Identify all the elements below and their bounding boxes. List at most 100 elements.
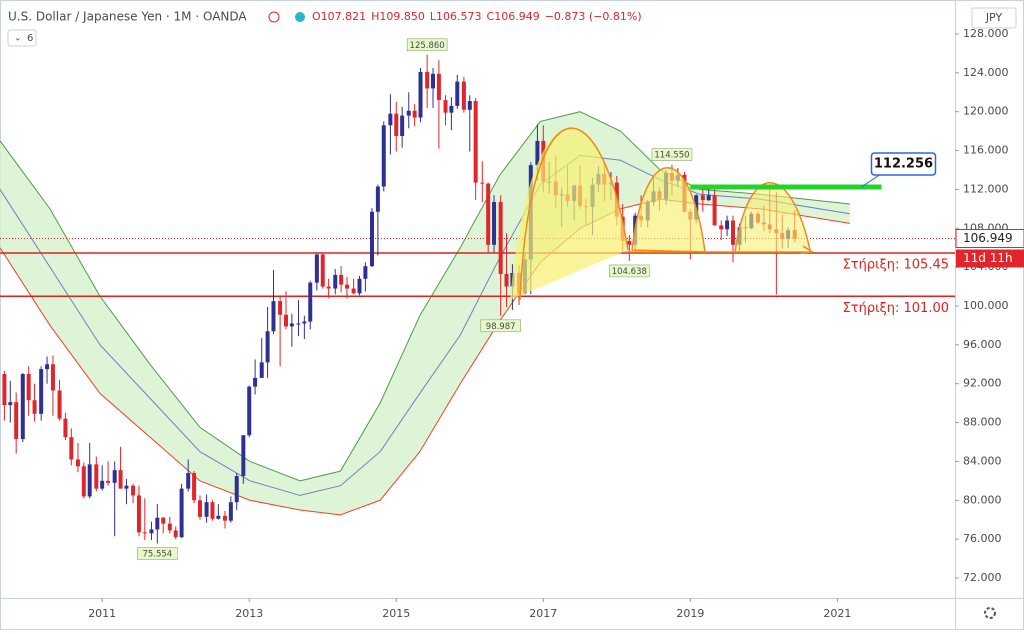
indicator-toggle[interactable]: [7, 29, 37, 47]
y-tick-label: 112.000: [963, 182, 1009, 195]
candle-body: [418, 71, 423, 118]
candle-body: [136, 495, 141, 533]
candle-body: [124, 485, 129, 489]
candle-body: [712, 195, 717, 226]
candle-body: [719, 225, 724, 230]
icon[interactable]: [295, 12, 305, 22]
arc: [631, 167, 706, 253]
candle-body: [222, 515, 227, 521]
candle-body: [492, 202, 497, 245]
candle-body: [443, 100, 448, 113]
candle-body: [357, 278, 362, 294]
candle-body: [400, 115, 405, 136]
candle-body: [627, 240, 632, 245]
candle-body: [504, 273, 509, 287]
candle-body: [296, 323, 301, 325]
candle-body: [283, 314, 288, 327]
y-tick-label: 124.000: [963, 66, 1009, 79]
candle-body: [370, 211, 375, 267]
y-tick-label: 92.000: [963, 377, 1002, 390]
candle-body: [186, 473, 191, 489]
y-tick-label: 88.000: [963, 416, 1002, 429]
x-tick-label: 2015: [382, 607, 410, 620]
candle-body: [345, 284, 350, 289]
y-tick-label: 128.000: [963, 27, 1009, 40]
candle-body: [32, 400, 37, 414]
overlay-layer: Στήριξη: 105.45 Στήριξη: 101.00 112.256 125…: [137, 38, 949, 560]
candle-body: [455, 81, 460, 106]
settings-icon[interactable]: [984, 607, 996, 619]
candle-body: [50, 364, 55, 391]
price-label: 98.987: [486, 322, 516, 332]
candle-body: [700, 195, 705, 201]
candle-body: [81, 466, 86, 497]
y-tick-label: 72.000: [963, 571, 1002, 584]
callout-box: [870, 152, 937, 176]
price-label: 104.638: [612, 267, 647, 277]
price-label-box: [609, 264, 650, 278]
price-label-box: [137, 547, 178, 560]
candle-body: [381, 125, 386, 187]
candle-body: [204, 502, 209, 517]
candle-body: [247, 386, 252, 436]
candle-body: [363, 266, 368, 279]
candle-body: [14, 402, 19, 440]
candle-body: [2, 373, 7, 406]
candle-body: [333, 274, 338, 289]
y-tick-label: 116.000: [963, 144, 1009, 157]
candle-body: [75, 459, 80, 467]
candle-body: [461, 81, 466, 110]
pattern-drawings: [510, 127, 815, 301]
price-label: 114.550: [654, 151, 689, 161]
y-tick-label: 120.000: [963, 105, 1009, 118]
candle-body: [449, 105, 454, 113]
symbol: U.S. Dollar / Japanese Yen · 1M · OANDA: [8, 10, 247, 24]
readout-value: H109.850: [371, 10, 425, 23]
candle-body: [149, 529, 154, 534]
candle-body: [725, 220, 730, 230]
icon[interactable]: [268, 11, 280, 23]
candle-body: [730, 220, 735, 245]
x-tick-label: 2011: [88, 607, 116, 620]
candle-body: [228, 502, 233, 521]
candle-body: [473, 101, 478, 183]
price-label-box: [651, 148, 693, 161]
price-label-box: [406, 38, 448, 52]
candle-body: [87, 464, 92, 497]
candle-body: [112, 470, 117, 483]
ohlc-readout: O107.821 H109.850 L106.573 C106.949 −0.873 (…: [312, 10, 642, 23]
countdown-tag: [956, 249, 1024, 268]
price-label: 125.860: [410, 41, 445, 51]
x-tick-label: 2013: [235, 607, 263, 620]
callout-pointer: [861, 174, 880, 188]
x-tick-label: 2021: [823, 607, 851, 620]
cup-fill: [510, 128, 628, 300]
support-label: Στήριξη: 101.00: [843, 301, 949, 316]
price-label-box: [480, 319, 521, 333]
candle-body: [436, 73, 441, 101]
candle-body: [118, 470, 123, 489]
candle-body: [167, 523, 172, 531]
candle-body: [197, 500, 202, 517]
arc: [734, 182, 811, 253]
candle-body: [375, 186, 380, 212]
last-price-label: 106.949: [963, 231, 1013, 245]
candle-body: [498, 202, 503, 274]
countdown-label: 11d 11h: [963, 251, 1013, 265]
candle-body: [351, 288, 356, 294]
indicator-count: 6: [27, 33, 33, 44]
axes: 72.000 76.000 80.000 84.000 88.000 92.000 96.0…: [88, 27, 1024, 620]
candle-body: [388, 113, 393, 126]
candle-body: [289, 323, 294, 327]
candle-body: [179, 488, 184, 538]
currency-button[interactable]: [971, 7, 1017, 29]
candle-body: [26, 373, 31, 401]
y-tick-label: 96.000: [963, 338, 1002, 351]
candle-body: [278, 301, 283, 315]
candle-body: [234, 475, 239, 503]
candle-body: [265, 331, 270, 363]
candle-body: [241, 435, 246, 476]
candle-body: [412, 110, 417, 118]
candle-body: [535, 140, 540, 166]
y-tick-label: 84.000: [963, 454, 1002, 467]
